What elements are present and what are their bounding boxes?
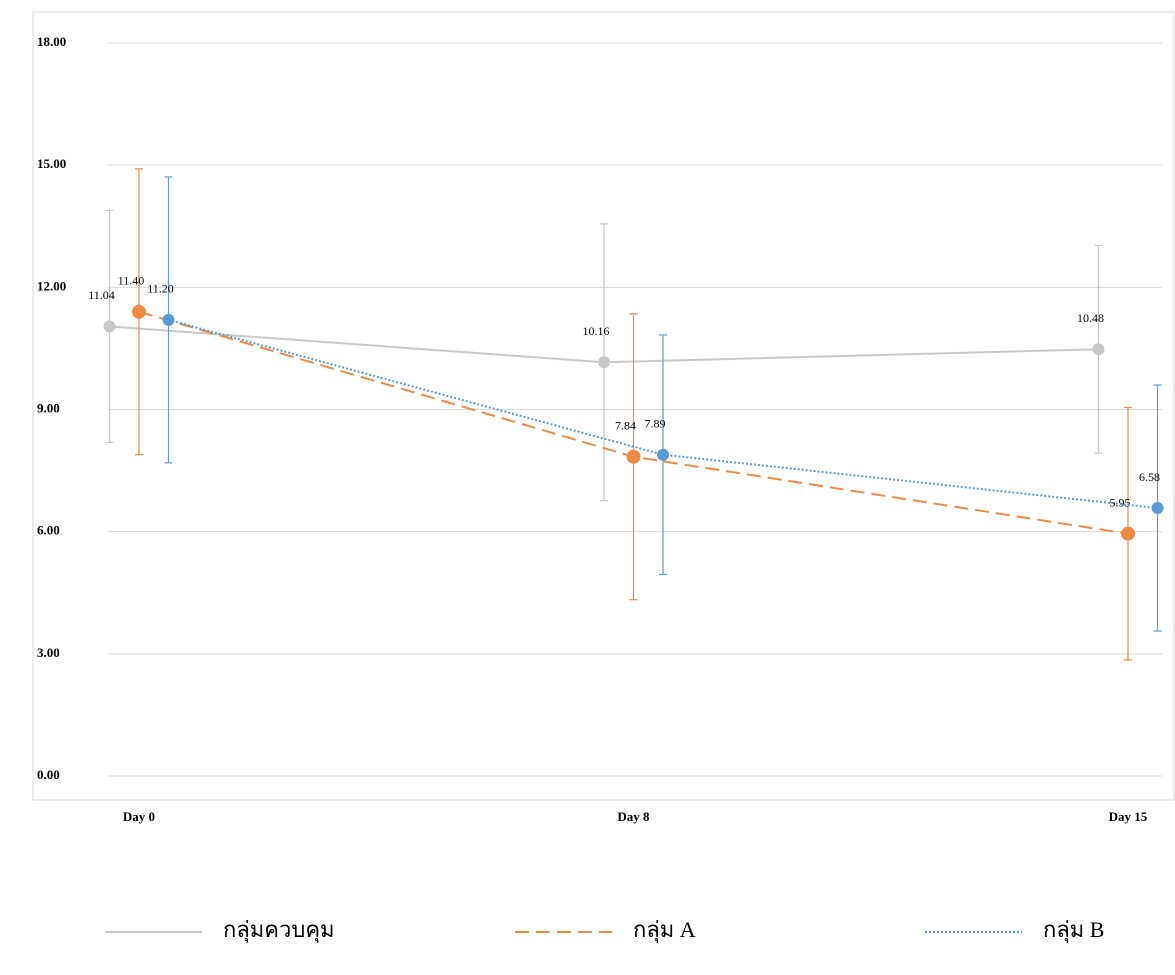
x-tick-label: Day 0 <box>123 809 155 824</box>
data-label: 11.04 <box>88 288 115 302</box>
y-tick-label: 15.00 <box>37 156 66 171</box>
y-tick-label: 9.00 <box>37 400 60 415</box>
point <box>132 305 146 319</box>
legend-label: กลุ่ม B <box>1043 917 1104 943</box>
legend-label: กลุ่ม A <box>633 917 696 943</box>
x-tick-label: Day 15 <box>1109 809 1148 824</box>
y-tick-label: 0.00 <box>37 767 60 782</box>
data-label: 6.58 <box>1139 470 1160 484</box>
chart: 0.00 3.00 6.00 9.00 12.00 15.00 18.00 Day 0 Day … <box>0 0 1175 975</box>
point <box>657 449 669 461</box>
point <box>1152 502 1164 514</box>
x-tick-label: Day 8 <box>617 809 650 824</box>
data-label: 7.84 <box>615 418 636 432</box>
y-tick-label: 18.00 <box>37 34 66 49</box>
data-label: 11.20 <box>147 282 174 296</box>
point <box>1093 343 1105 355</box>
data-label: 7.89 <box>645 416 666 430</box>
point <box>104 320 116 332</box>
y-tick-label: 12.00 <box>37 278 66 293</box>
data-label: 10.48 <box>1077 311 1104 325</box>
point <box>598 356 610 368</box>
y-tick-label: 3.00 <box>37 645 60 660</box>
point <box>627 450 641 464</box>
legend-label: กลุ่มควบคุม <box>223 917 335 943</box>
data-label: 10.16 <box>583 324 610 338</box>
point <box>163 314 175 326</box>
y-tick-label: 6.00 <box>37 523 60 538</box>
data-label: 11.40 <box>118 274 145 288</box>
point <box>1121 527 1135 541</box>
